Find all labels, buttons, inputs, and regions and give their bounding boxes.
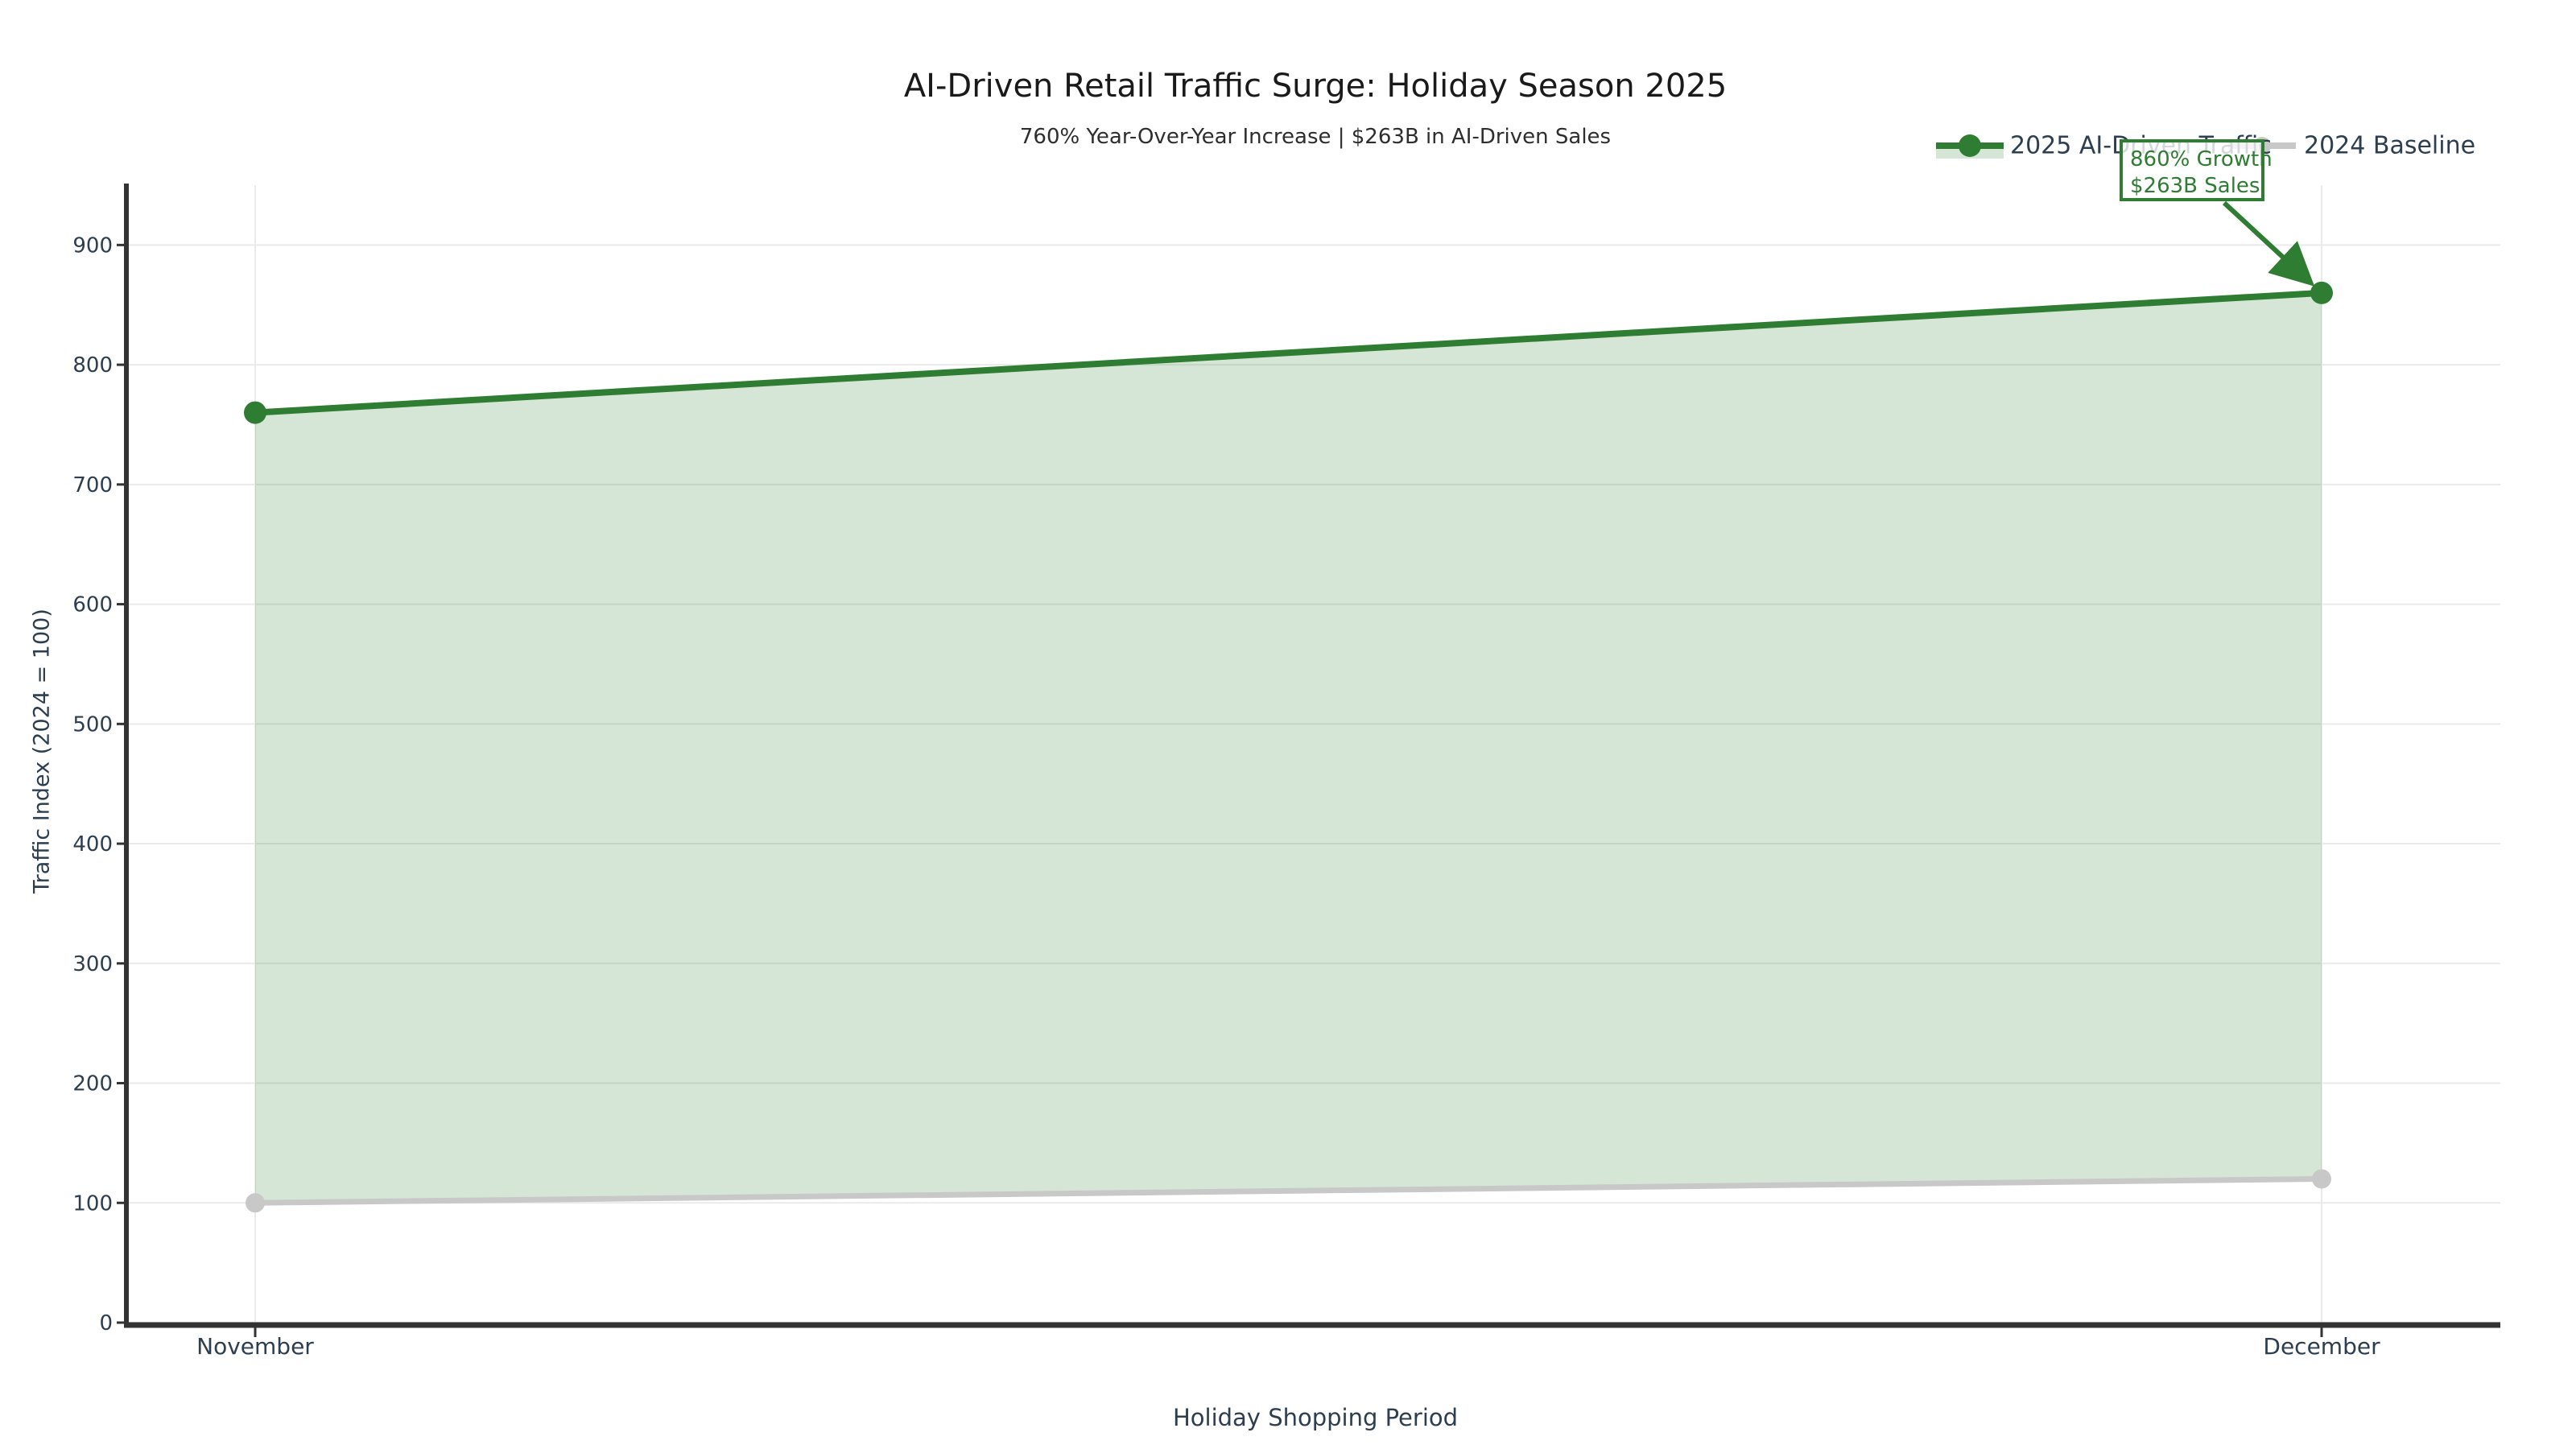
series-line-2024 [252,1176,2325,1206]
x-tick-label: December [2263,1333,2380,1360]
y-tick-label: 300 [72,952,113,976]
y-tick-label: 0 [99,1311,113,1335]
y-axis-label: Traffic Index (2024 = 100) [29,609,55,894]
annotation-arrow-icon [2222,200,2315,287]
y-tick-label: 200 [72,1072,113,1096]
legend-label-2024-baseline: 2024 Baseline [2304,131,2476,160]
y-tick-label: 400 [72,832,113,857]
data-point-marker [2312,1169,2331,1189]
annotation-line-growth: 860% Growth [2130,147,2273,171]
y-tick-label: 800 [72,353,113,378]
x-tick-label: November [196,1333,314,1360]
y-tick-label: 900 [72,233,113,258]
fill-between-area [255,292,2322,1203]
x-axis-label: Holiday Shopping Period [1172,1404,1459,1431]
series-line-2025 [252,289,2325,416]
legend-marker-2025-icon [1959,134,1981,157]
y-tick-label: 500 [72,712,113,737]
annotation-callout: 860% Growth $263B Sales [2120,139,2273,201]
data-point-marker [2310,281,2333,304]
chart-title: AI-Driven Retail Traffic Surge: Holiday … [903,68,1728,105]
chart-subtitle: 760% Year-Over-Year Increase | $263B in … [1019,125,1612,149]
y-tick-label: 100 [72,1191,113,1216]
data-point-marker [244,401,266,424]
y-tick-label: 600 [72,593,113,617]
annotation-line-sales: $263B Sales [2130,174,2260,198]
y-tick-label: 700 [72,473,113,497]
data-point-marker [246,1193,265,1213]
